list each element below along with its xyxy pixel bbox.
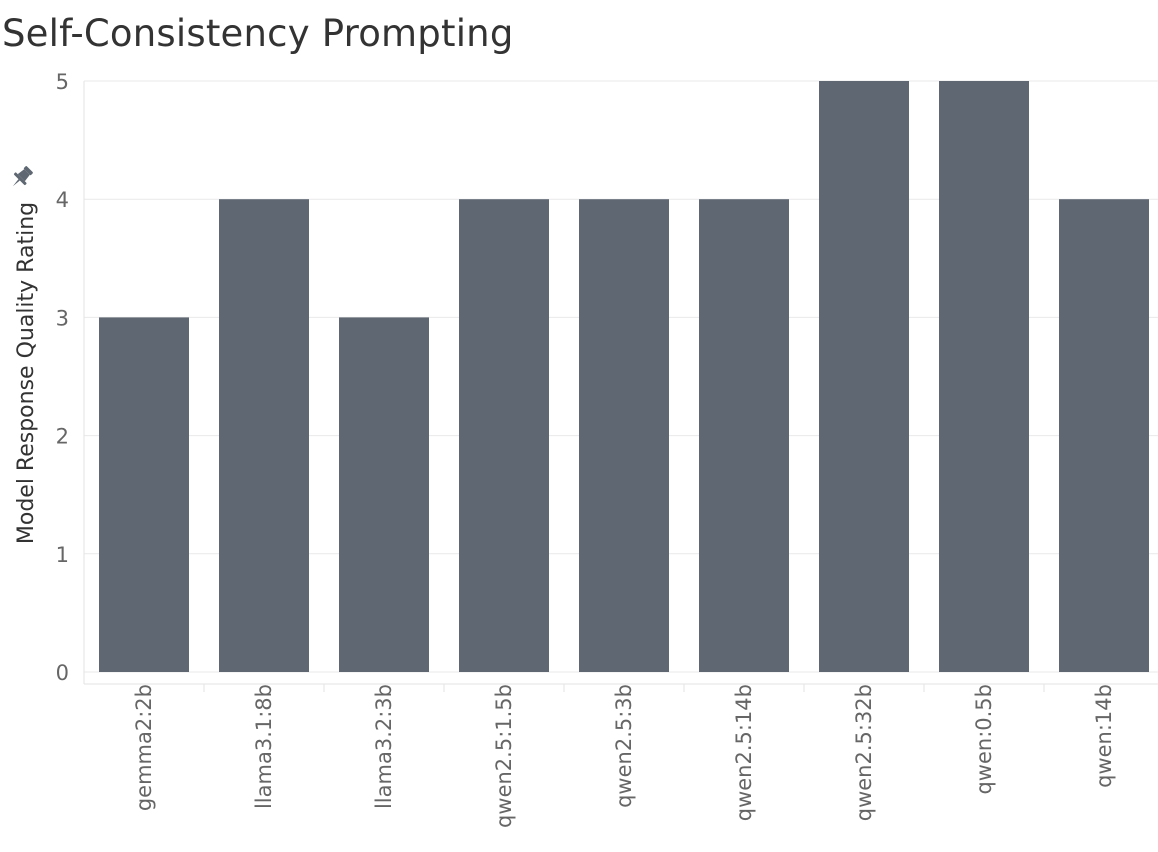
x-tick-label: qwen2.5:3b — [612, 684, 636, 808]
bar-gemma2-2b[interactable] — [99, 317, 189, 672]
bar-qwen-0-5b[interactable] — [939, 81, 1029, 672]
x-tick-label: qwen2.5:32b — [852, 684, 876, 821]
bar-qwen2-5-1-5b[interactable] — [459, 199, 549, 672]
bar-qwen2-5-14b[interactable] — [699, 199, 789, 672]
y-axis-label: Model Response Quality Rating — [14, 202, 39, 544]
y-tick-label: 2 — [56, 425, 69, 449]
bar-qwen-14b[interactable] — [1059, 199, 1149, 672]
y-tick-label: 4 — [56, 188, 69, 212]
bar-qwen2-5-32b[interactable] — [819, 81, 909, 672]
x-tick-label: qwen:0.5b — [972, 684, 996, 795]
y-axis-ticks: 0 1 2 3 4 5 — [56, 70, 69, 685]
x-tick-label: qwen2.5:14b — [732, 684, 756, 821]
y-tick-label: 1 — [56, 543, 69, 567]
x-tick-label: gemma2:2b — [132, 684, 156, 811]
x-axis-ticks: gemma2:2b llama3.1:8b llama3.2:3b qwen2.5:1… — [132, 684, 1116, 828]
x-tick-label: llama3.2:3b — [372, 684, 396, 809]
x-tick-label: qwen2.5:1.5b — [492, 684, 516, 828]
y-tick-label: 0 — [56, 661, 69, 685]
y-tick-label: 3 — [56, 306, 69, 330]
y-tick-label: 5 — [56, 70, 69, 94]
pin-icon[interactable] — [8, 163, 36, 191]
bar-llama3-1-8b[interactable] — [219, 199, 309, 672]
bar-llama3-2-3b[interactable] — [339, 317, 429, 672]
chart-title: Self-Consistency Prompting — [2, 12, 514, 55]
x-tick-label: llama3.1:8b — [252, 684, 276, 809]
x-tick-label: qwen:14b — [1092, 684, 1116, 788]
bar-qwen2-5-3b[interactable] — [579, 199, 669, 672]
bars — [99, 81, 1149, 672]
